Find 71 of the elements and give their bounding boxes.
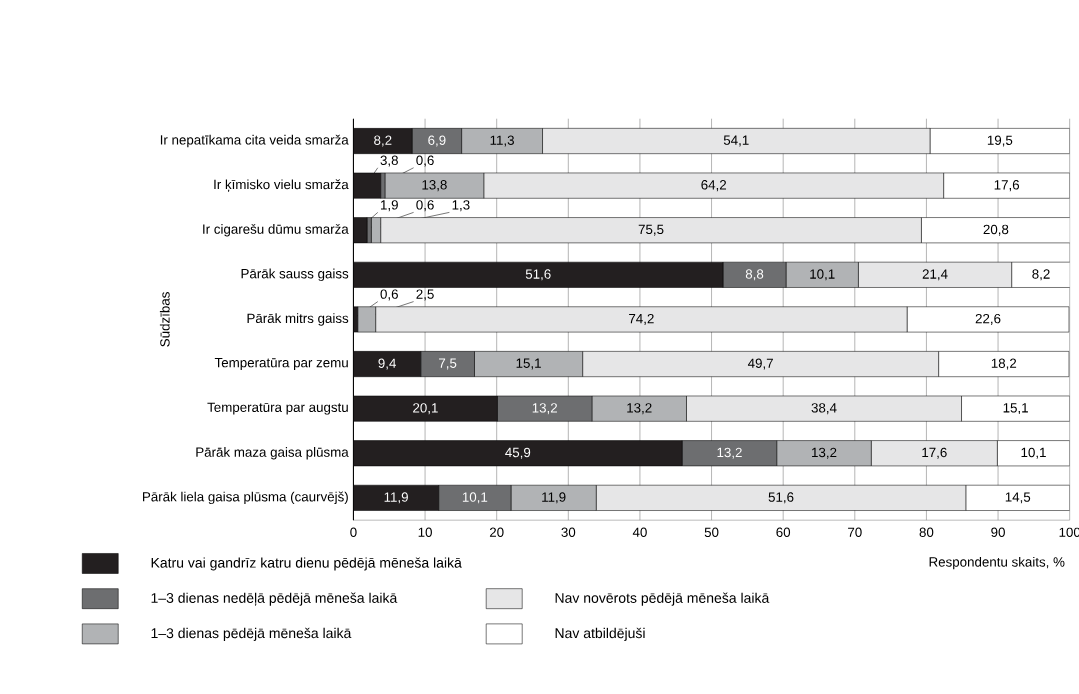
data-label: 20,8 [983,224,1009,236]
legend-label: 1–3 dienas pēdējā mēneša laikā [151,628,352,642]
x-tick-label: 80 [919,527,934,538]
legend-label: Katru vai gandrīz katru dienu pēdējā mēneša laikā [151,557,462,571]
data-label: 38,4 [811,403,837,415]
y-axis-title: Sūdzības [159,292,170,347]
y-tick-label: Pārāk mitrs gaiss [247,313,349,326]
y-tick-label: Pārāk sauss gaiss [241,268,349,282]
data-label: 15,1 [1003,403,1028,415]
data-label: 45,9 [505,447,531,459]
data-label: 75,5 [638,224,664,236]
y-tick-label: Pārāk maza gaisa plūsma [196,447,349,460]
data-label: 51,6 [525,269,551,281]
y-tick-label: Temperatūra par augstu [207,402,348,415]
data-label: 7,5 [439,358,457,370]
bar [353,217,368,244]
data-label: 22,6 [975,314,1001,326]
data-label: 2,5 [416,289,434,301]
data-label: 64,2 [701,180,727,192]
x-tick-label: 50 [704,527,719,538]
data-label: 1,9 [381,200,398,212]
data-label: 6,9 [428,135,446,147]
x-tick-label: 30 [561,527,576,538]
data-label: 8,2 [1032,269,1050,281]
data-label: 8,8 [745,269,764,281]
x-tick-label: 10 [418,527,432,538]
data-label: 9,4 [378,358,396,370]
x-tick-label: 40 [632,527,647,538]
x-tick-label: 0 [350,527,357,538]
data-label: 10,1 [810,269,835,281]
y-tick-label: Ir cigarešu dūmu smarža [203,224,349,237]
legend-label: Nav atbildējuši [555,628,645,642]
y-tick-label: Ir ķīmisko vielu smarža [214,179,349,193]
x-tick-label: 70 [848,527,862,538]
data-label: 0,6 [416,155,434,167]
data-label: 13,2 [812,447,837,459]
data-label: 11,9 [384,492,408,504]
y-tick-label: Pārāk liela gaisa plūsma (caurvējš) [143,491,348,505]
data-label: 13,2 [627,403,652,415]
data-label: 1,3 [452,200,470,212]
data-label: 18,2 [991,358,1017,370]
data-label: 11,9 [542,492,566,504]
data-label: 11,3 [490,135,514,147]
legend-label: Nav novērots pēdējā mēneša laikā [555,592,770,606]
data-label: 3,8 [380,155,398,167]
data-label: 17,6 [994,180,1020,192]
x-tick-label: 20 [489,527,504,538]
data-label: 13,2 [532,403,557,415]
data-label: 13,8 [422,180,447,192]
data-label: 51,6 [768,492,794,504]
data-label: 0,6 [380,289,398,301]
data-label: 20,1 [413,403,438,415]
data-label: 21,4 [922,269,948,281]
data-label: 13,2 [717,447,742,459]
data-label: 10,1 [1021,447,1046,459]
y-tick-label: Temperatūra par zemu [214,358,348,371]
data-label: 10,1 [462,492,488,504]
x-tick-label: 60 [776,527,791,538]
legend-label: 1–3 dienas nedēļā pēdējā mēneša laikā [151,592,398,606]
data-label: 0,6 [416,200,434,212]
data-label: 14,5 [1005,492,1031,504]
data-label: 74,2 [629,314,654,326]
data-label: 15,1 [516,358,541,370]
data-label: 17,6 [922,447,947,459]
data-label: 49,7 [747,358,773,370]
data-label: 54,1 [723,135,749,147]
data-label: 19,5 [987,135,1013,147]
data-label: 8,2 [374,135,392,147]
x-axis-title: Respondentu skaits, % [929,557,1065,570]
y-tick-label: Ir nepatīkama cita veida smarža [160,134,349,148]
x-tick-label: 90 [991,527,1005,538]
